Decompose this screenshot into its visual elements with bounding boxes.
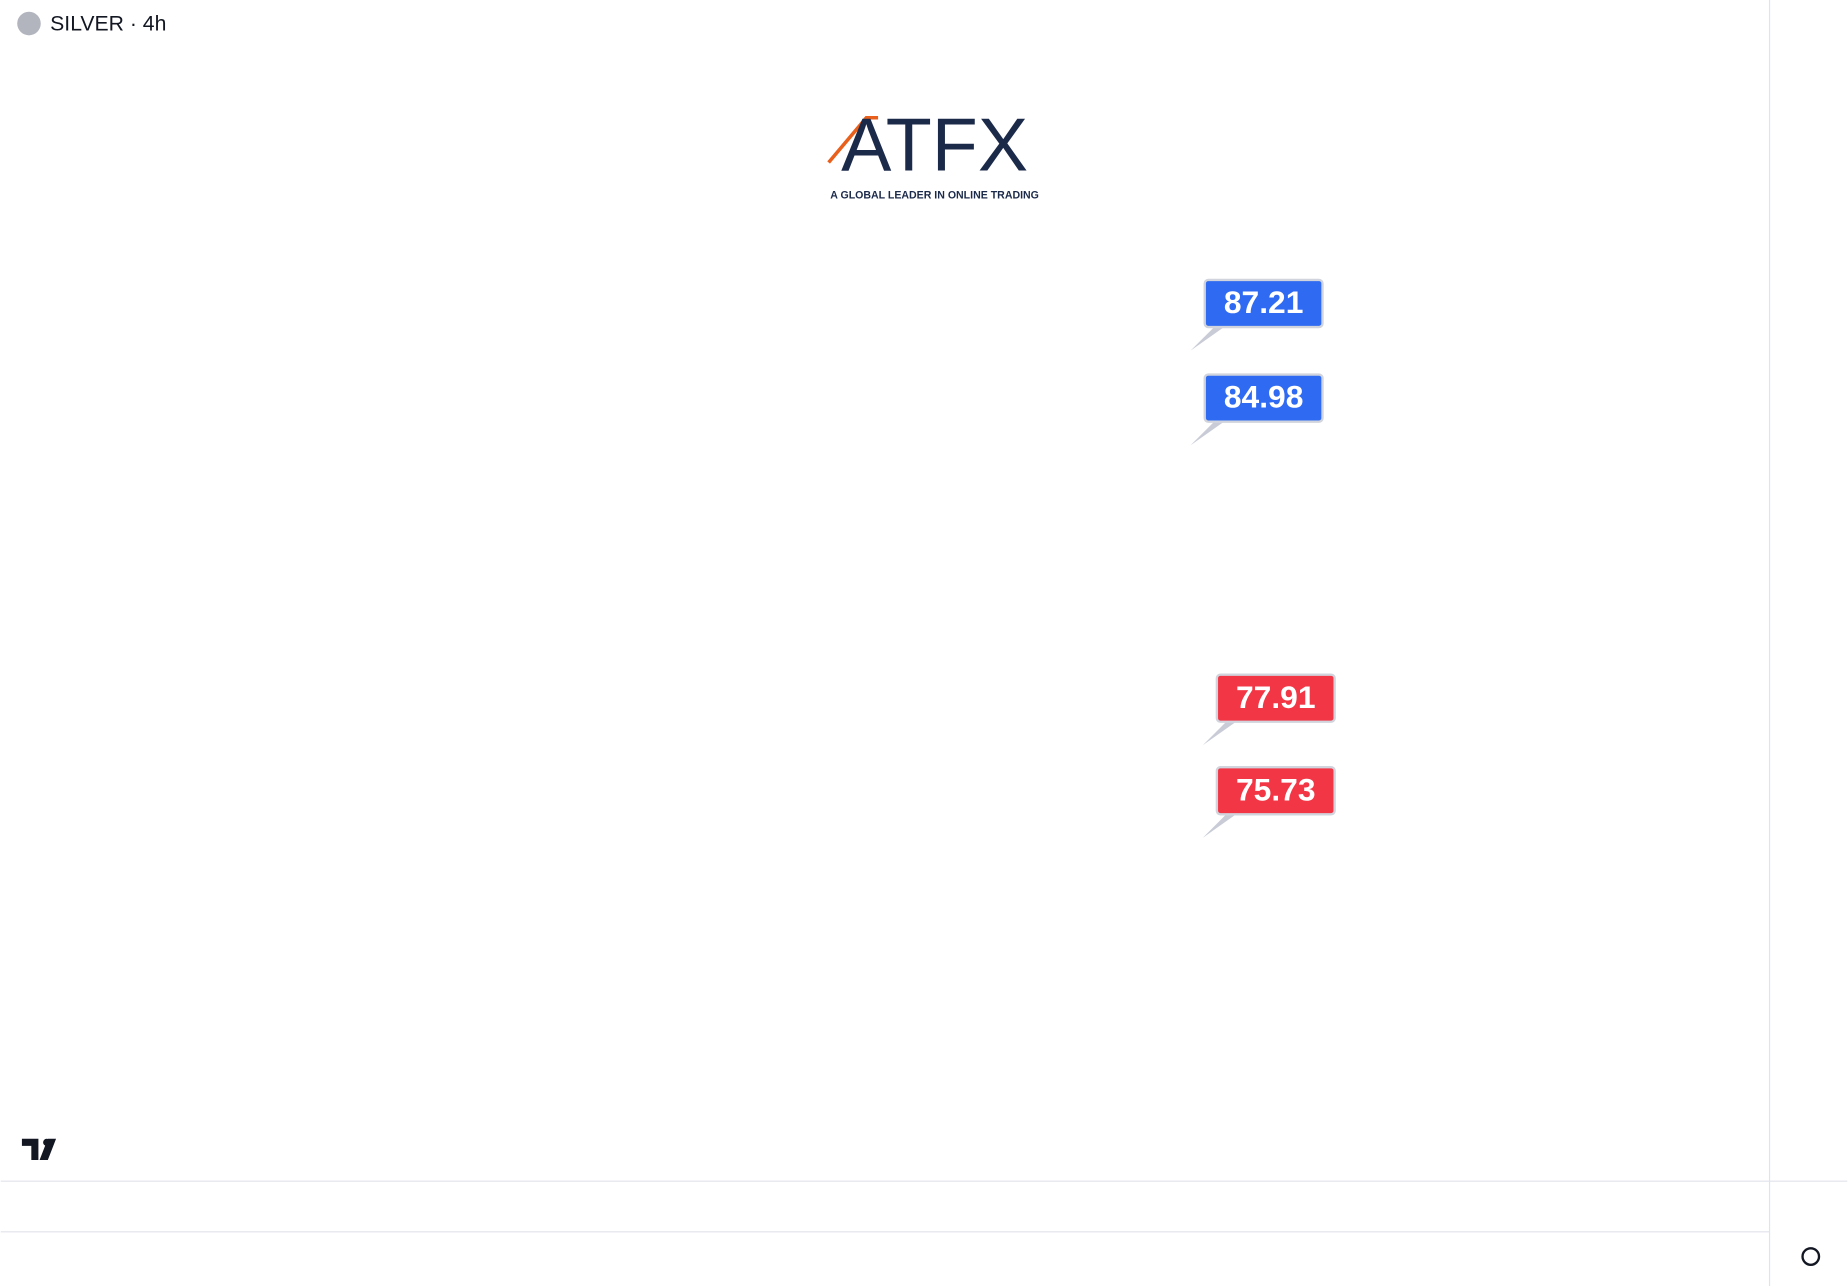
callout-box: [1215, 765, 1336, 816]
callout-label: 77.91: [1236, 679, 1316, 715]
settings-icon[interactable]: [1801, 1247, 1821, 1266]
tv-logo-dot: [43, 1138, 51, 1146]
symbol-icon: [17, 11, 41, 36]
chart-title: SILVER · 4h: [50, 12, 166, 35]
callout-box: [1203, 373, 1324, 423]
callout-box: [1215, 673, 1336, 723]
callout-label: 87.21: [1224, 284, 1304, 320]
price-callout: 77.91: [1202, 673, 1336, 746]
price-callout: 84.98: [1190, 373, 1324, 446]
logo-swoosh: [827, 115, 879, 164]
settings-button[interactable]: [1801, 1247, 1821, 1266]
callout-label: 75.73: [1236, 771, 1316, 807]
logo-tagline: A GLOBAL LEADER IN ONLINE TRADING: [830, 189, 1039, 201]
tv-logo: [21, 1138, 57, 1160]
logo-title: ATFX: [841, 103, 1028, 187]
logo: ATFX A GLOBAL LEADER IN ONLINE TRADING: [827, 103, 1039, 201]
callout-label: 84.98: [1224, 379, 1304, 415]
callout-box: [1203, 278, 1324, 329]
callout-pointer: [1190, 416, 1231, 446]
callout-pointer: [1190, 322, 1231, 351]
price-callout: 87.21: [1190, 278, 1324, 351]
price-callout: 75.73: [1202, 765, 1336, 838]
